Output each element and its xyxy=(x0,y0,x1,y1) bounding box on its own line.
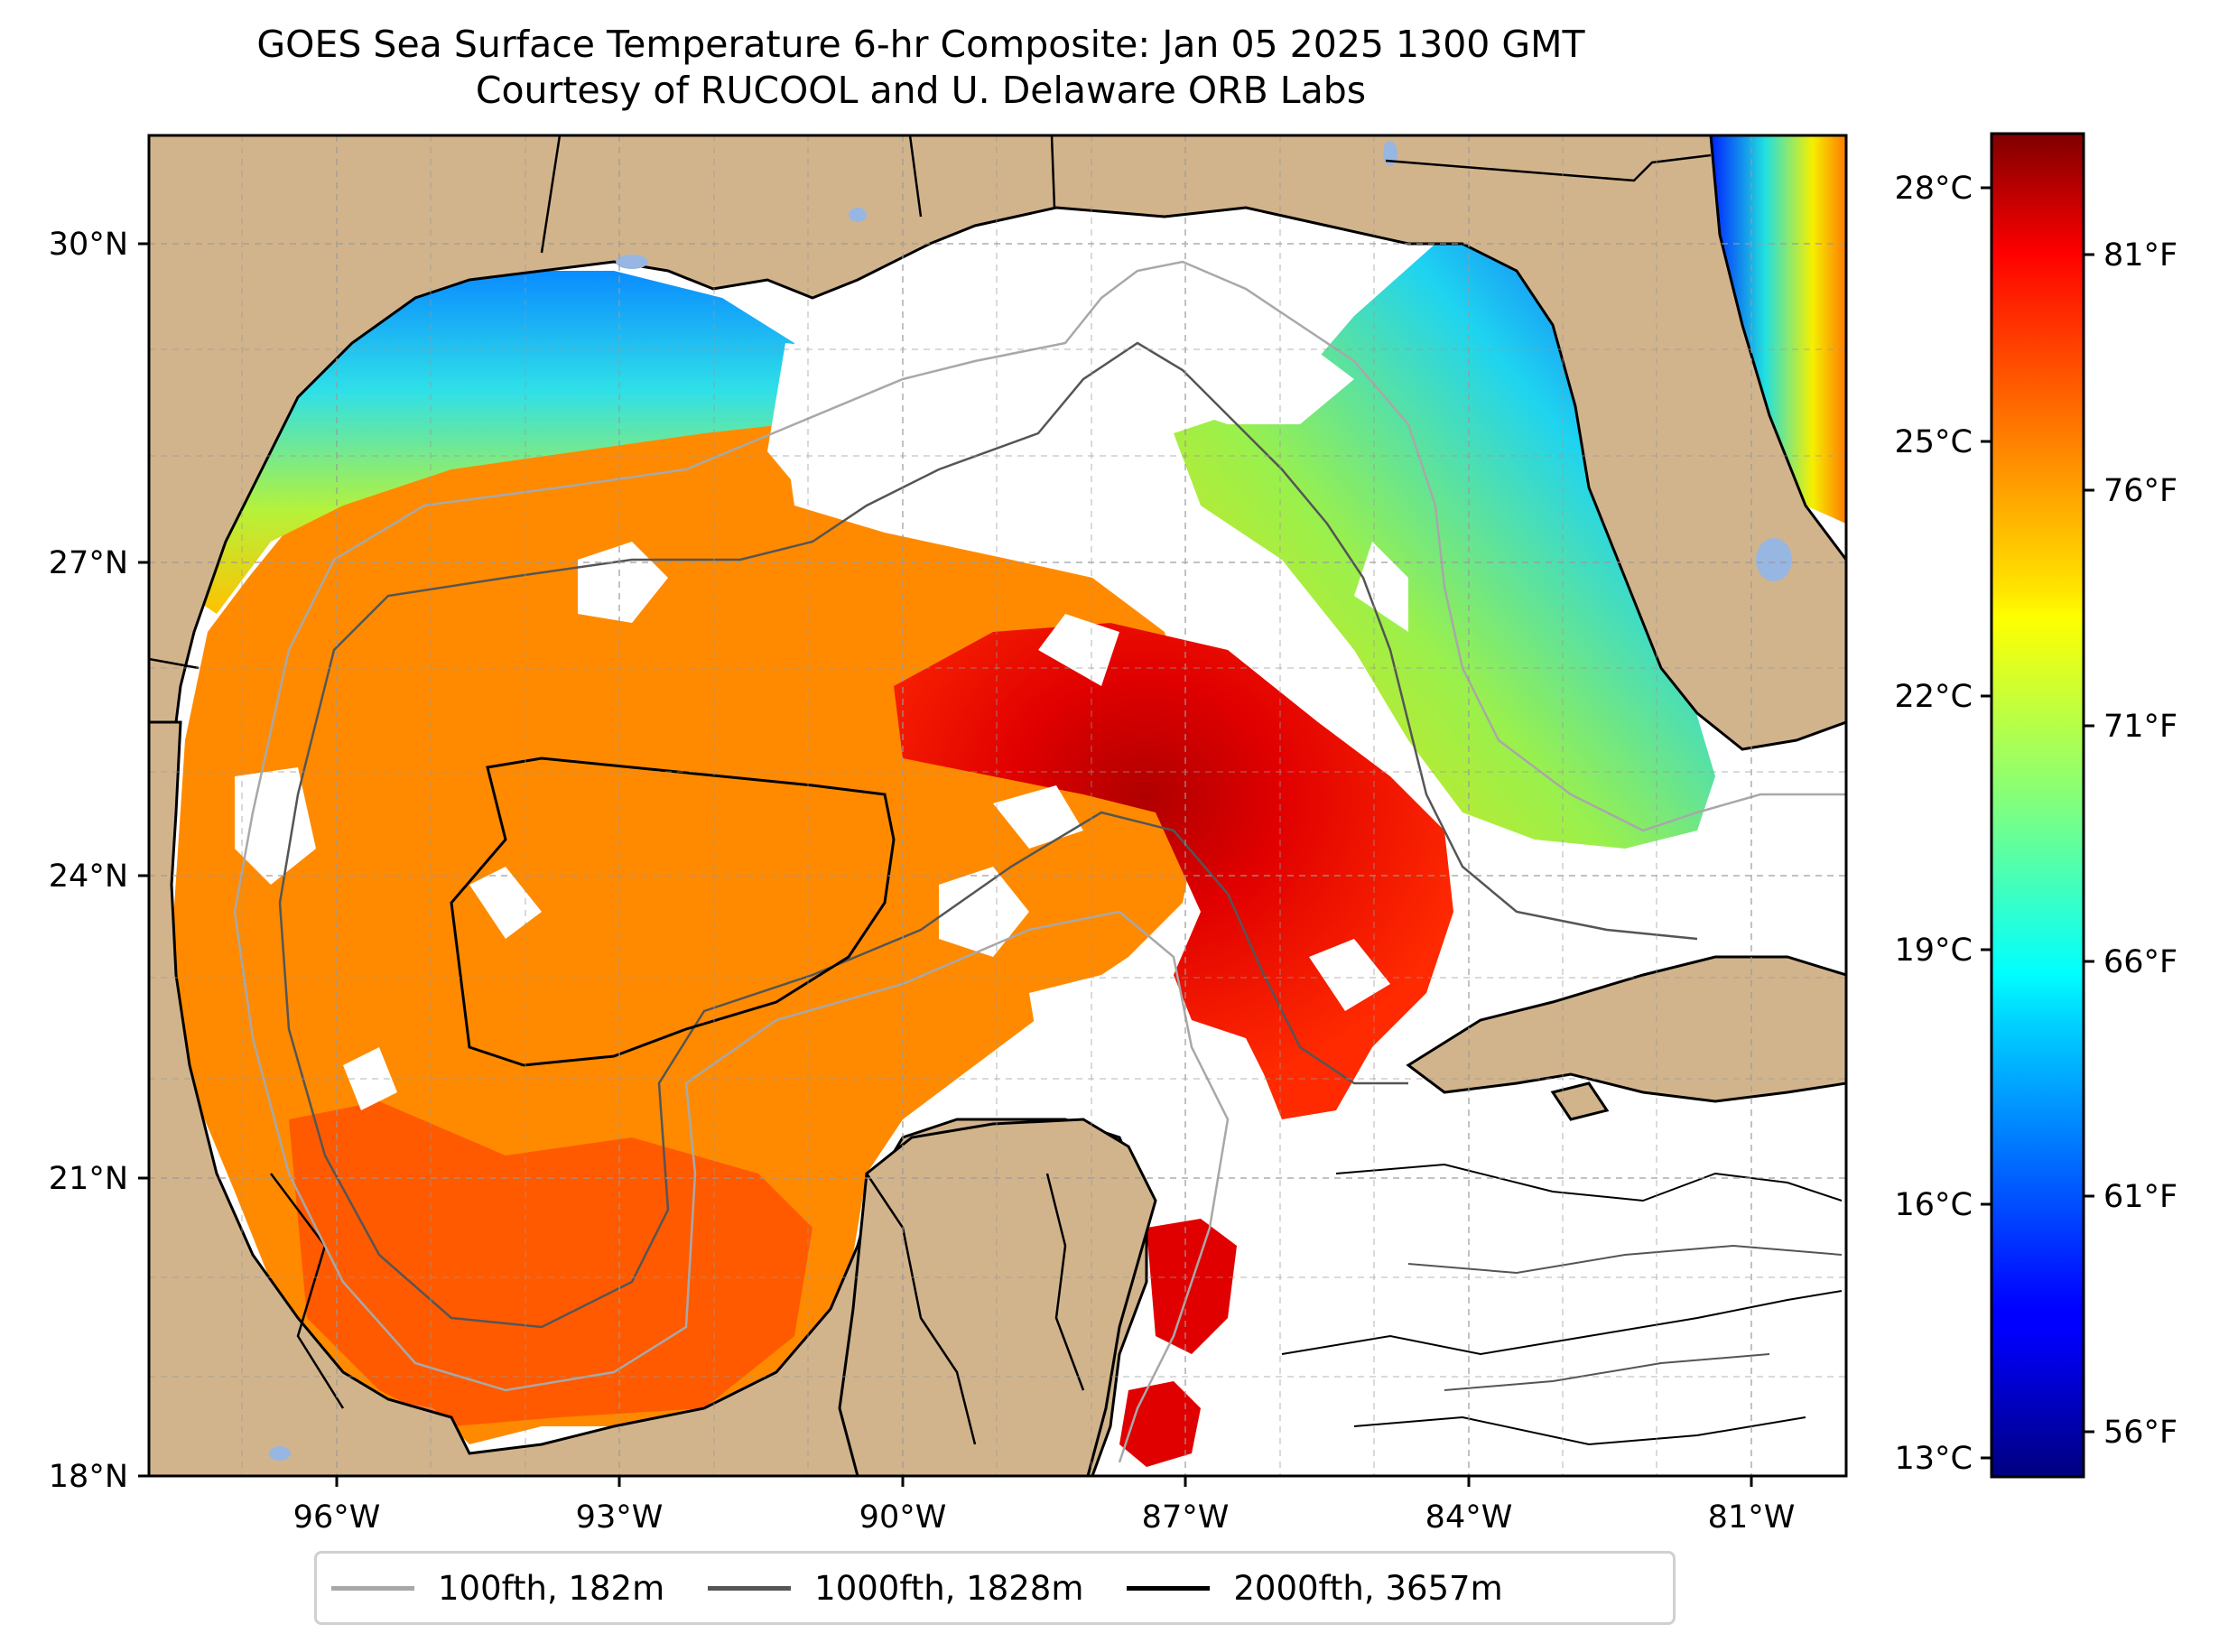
fahrenheit-label: 66°F xyxy=(2103,944,2177,980)
isobath-100fth-south xyxy=(233,910,1230,1463)
axis-ticks xyxy=(138,242,1753,1487)
lon-label: 93°W xyxy=(576,1499,664,1536)
fahrenheit-label: 71°F xyxy=(2103,709,2177,745)
lat-label: 18°N xyxy=(49,1459,128,1495)
longitude-labels: 96°W 93°W 90°W 87°W 84°W 81°W xyxy=(293,1499,1796,1536)
lat-label: 30°N xyxy=(49,227,128,263)
celsius-label: 19°C xyxy=(1895,933,1973,969)
legend-item-1000fth: 1000fth, 1828m xyxy=(708,1569,1083,1608)
celsius-label: 25°C xyxy=(1895,424,1973,460)
sst-northwest-shelf xyxy=(190,271,794,614)
isobath-1000fth-caribbean xyxy=(1407,1244,1843,1391)
fahrenheit-label: 61°F xyxy=(2103,1179,2177,1215)
legend-swatch xyxy=(331,1585,414,1591)
isobath-1000fth xyxy=(278,341,1698,941)
sst-atlantic-strip xyxy=(1711,135,1846,524)
sst-yucatan-channel-hot xyxy=(1147,1219,1237,1354)
map-area xyxy=(149,135,1846,1476)
land-us-coast xyxy=(149,135,1846,751)
legend-label: 1000fth, 1828m xyxy=(814,1568,1084,1608)
land-yucatan xyxy=(838,1118,1157,1476)
colorbar-fahrenheit-ticks xyxy=(2084,253,2094,1434)
legend-label: 100fth, 182m xyxy=(438,1568,665,1608)
map-frame xyxy=(147,134,1848,1478)
land-isla-juventud xyxy=(1550,1081,1610,1121)
celsius-label: 13°C xyxy=(1895,1441,1973,1477)
lon-label: 81°W xyxy=(1708,1499,1796,1536)
lon-label: 90°W xyxy=(859,1499,947,1536)
isobath-legend: 100fth, 182m 1000fth, 1828m 2000fth, 365… xyxy=(314,1551,1676,1625)
fahrenheit-label: 81°F xyxy=(2103,237,2177,274)
legend-label: 2000fth, 3657m xyxy=(1233,1568,1503,1608)
graticule xyxy=(149,135,1846,1476)
colorbar-gradient xyxy=(1990,132,2085,1479)
colorbar-fahrenheit-labels: 81°F 76°F 71°F 66°F 61°F 56°F xyxy=(2103,237,2177,1451)
map-title: GOES Sea Surface Temperature 6-hr Compos… xyxy=(256,23,1585,66)
political-borders xyxy=(149,135,1712,1445)
legend-item-2000fth: 2000fth, 3657m xyxy=(1127,1568,1503,1608)
lon-label: 96°W xyxy=(293,1499,381,1536)
legend-item-100fth: 100fth, 182m xyxy=(331,1569,664,1608)
isobath-2000fth xyxy=(450,756,896,1067)
map-subtitle: Courtesy of RUCOOL and U. Delaware ORB L… xyxy=(475,69,1367,112)
isobath-100fth xyxy=(233,260,1846,913)
legend-swatch xyxy=(708,1585,792,1591)
lon-label: 87°W xyxy=(1142,1499,1230,1536)
isobaths xyxy=(233,260,1846,1463)
colorbar-celsius-labels: 28°C 25°C 22°C 19°C 16°C 13°C xyxy=(1895,171,1973,1477)
colorbar: 28°C 25°C 22°C 19°C 16°C 13°C 81°F 76°F … xyxy=(1895,132,2177,1479)
lat-label: 27°N xyxy=(49,545,128,581)
celsius-label: 28°C xyxy=(1895,171,1973,207)
lon-label: 84°W xyxy=(1425,1499,1513,1536)
celsius-label: 22°C xyxy=(1895,679,1973,715)
lat-label: 21°N xyxy=(49,1161,128,1197)
legend-swatch xyxy=(1127,1585,1211,1591)
celsius-label: 16°C xyxy=(1895,1187,1973,1223)
sst-loop-current xyxy=(894,623,1453,1119)
fahrenheit-label: 56°F xyxy=(2103,1415,2177,1451)
land-masses xyxy=(149,135,1846,1476)
isobath-2000fth-caribbean xyxy=(1281,1163,1843,1446)
isobath-1000fth-south xyxy=(278,811,1408,1329)
sst-bay-of-campeche-warm xyxy=(289,1101,812,1426)
colorbar-celsius-ticks xyxy=(1981,186,1992,1460)
fahrenheit-label: 76°F xyxy=(2103,473,2177,509)
lat-label: 24°N xyxy=(49,858,128,895)
land-cuba xyxy=(1406,955,1846,1103)
latitude-labels: 30°N 27°N 24°N 21°N 18°N xyxy=(49,227,128,1495)
